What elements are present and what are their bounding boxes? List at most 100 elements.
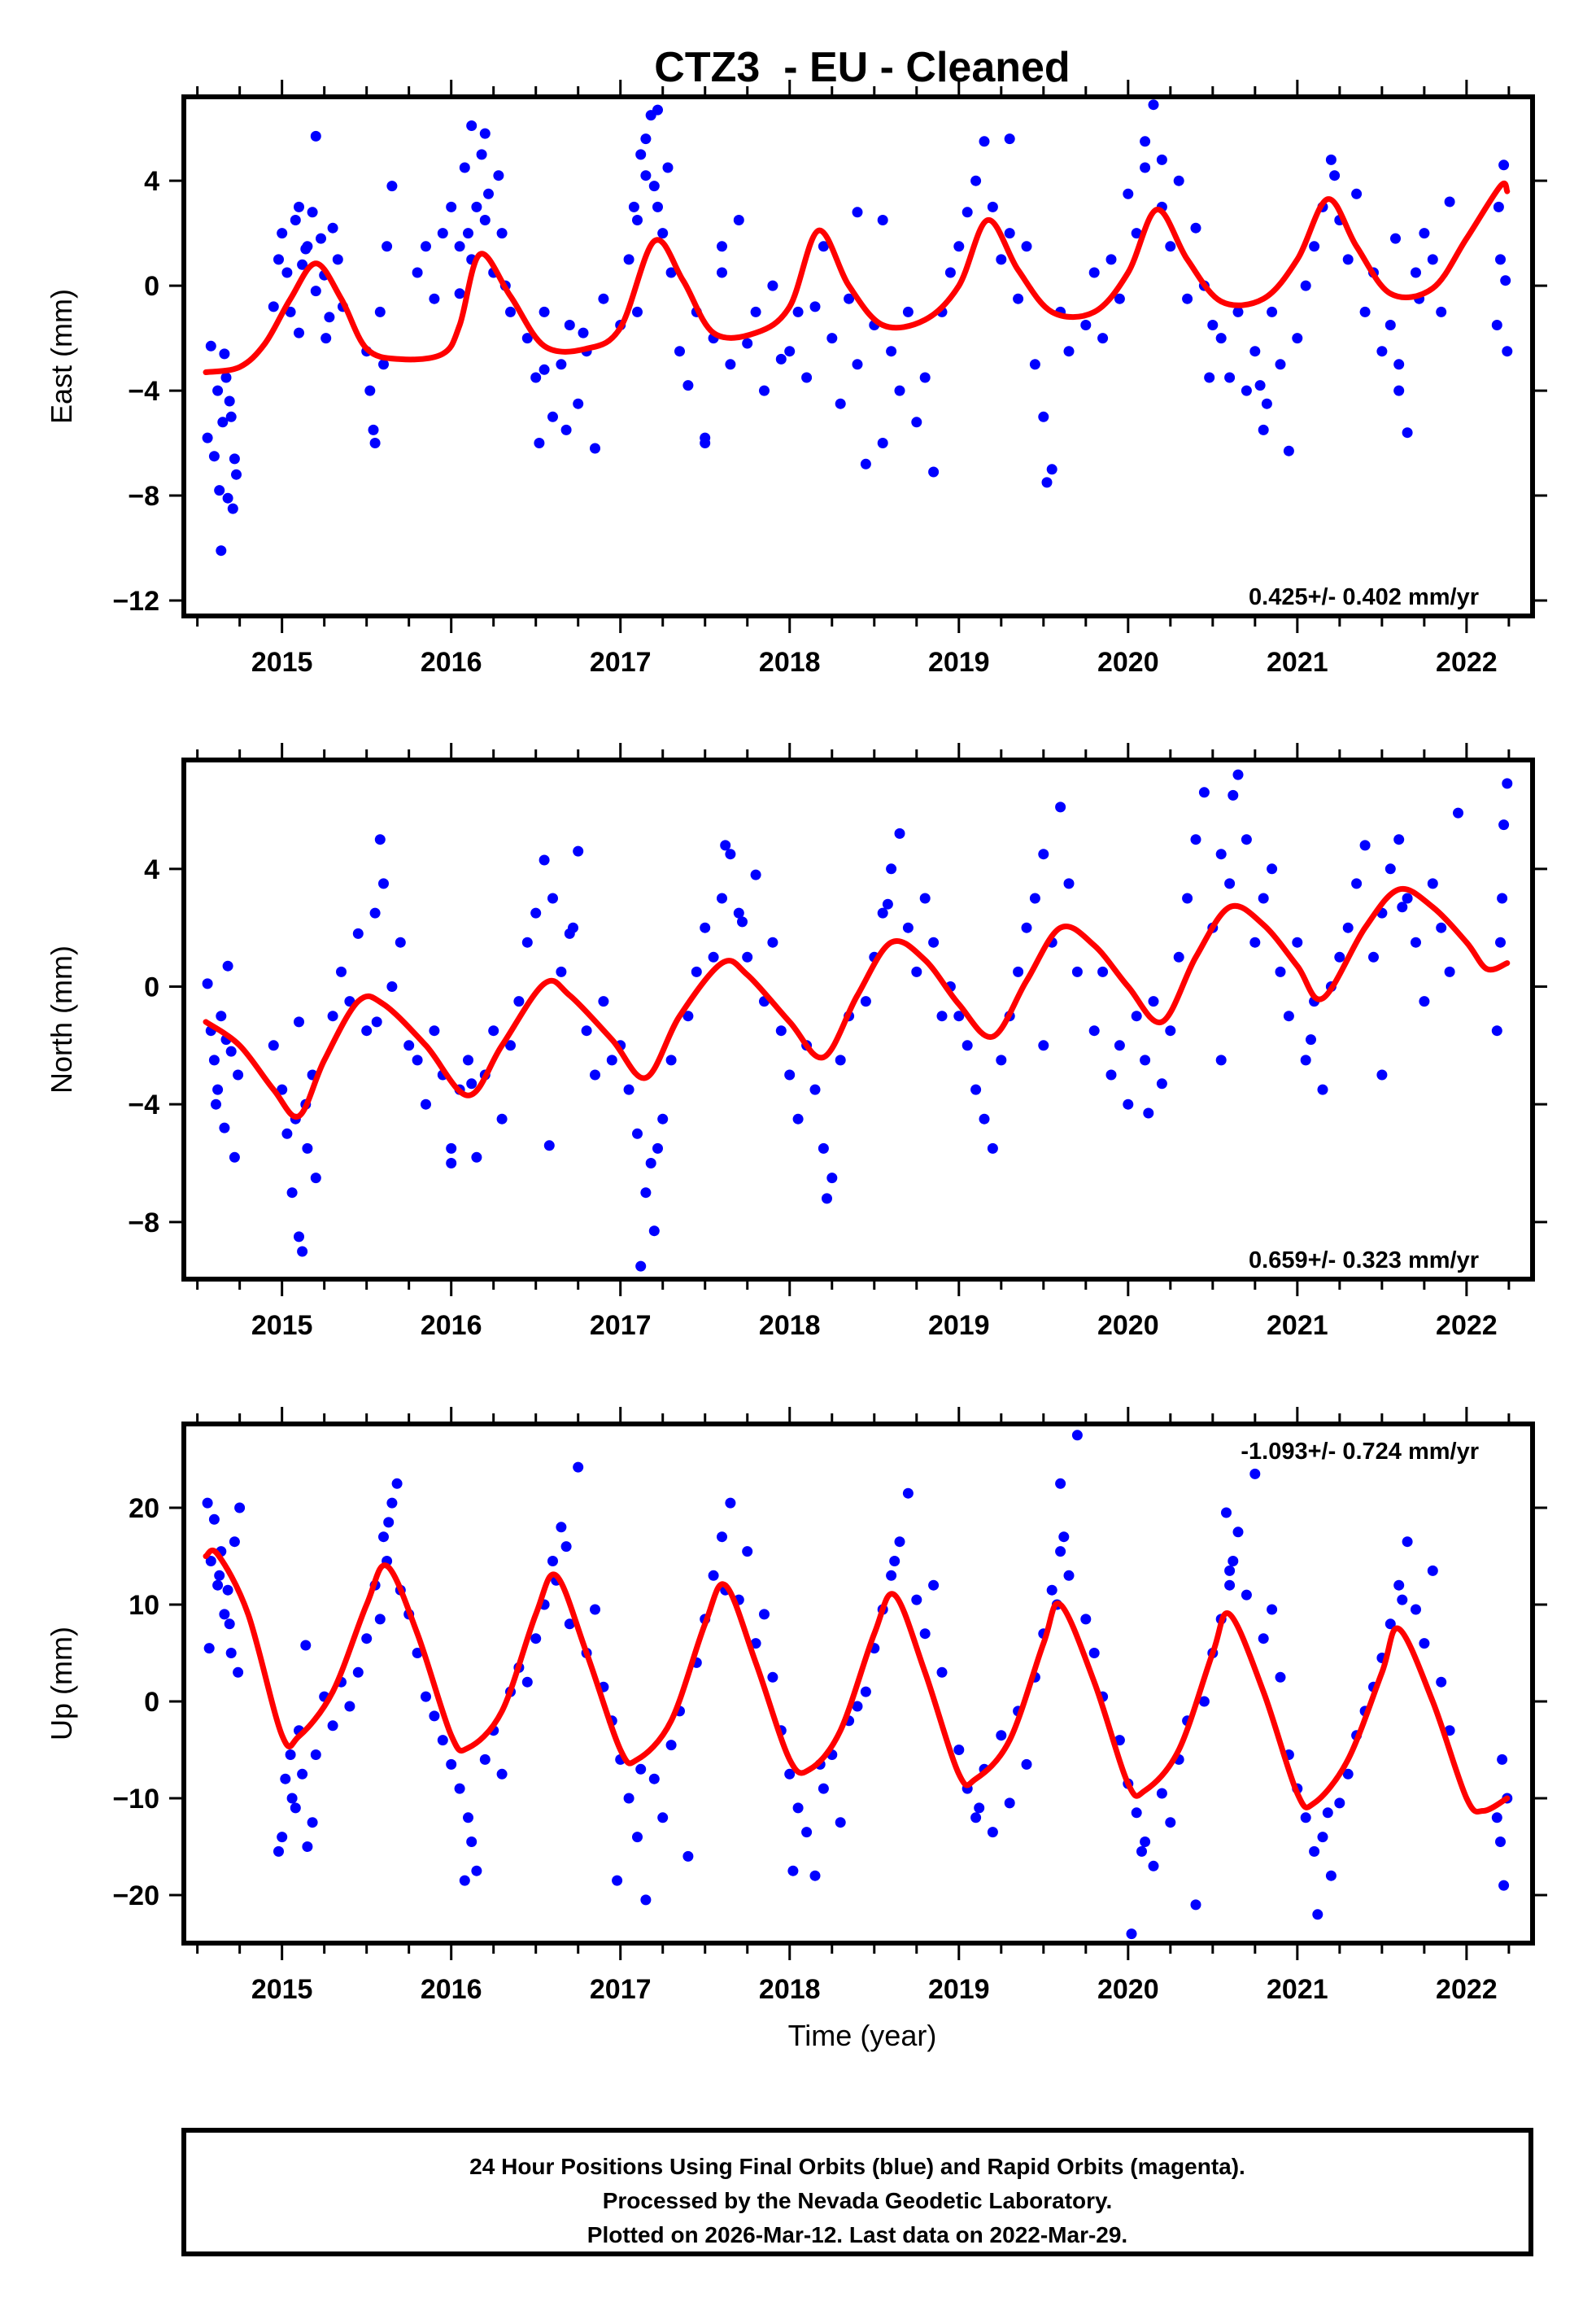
data-point [886, 346, 897, 357]
data-point [578, 327, 589, 338]
data-point [225, 1046, 237, 1057]
data-point [787, 1865, 799, 1876]
data-point [530, 907, 542, 919]
data-point [1376, 1069, 1388, 1081]
data-point [505, 306, 516, 317]
east-panel: East (mm) 4 0 −4 −8 −12 2015 2016 2017 2018 2019 2… [45, 80, 1547, 678]
data-point [214, 485, 225, 496]
data-point [665, 267, 677, 278]
data-point [1419, 996, 1430, 1007]
data-point [919, 1628, 931, 1640]
data-point [1173, 175, 1184, 186]
data-point [429, 1710, 440, 1722]
data-point [220, 372, 232, 383]
data-point [573, 1461, 584, 1473]
data-point [463, 1812, 473, 1823]
data-point [953, 241, 965, 252]
data-point [371, 1016, 382, 1028]
data-point [412, 1648, 423, 1658]
data-point [364, 385, 376, 396]
data-point [421, 1098, 431, 1110]
data-point [632, 215, 643, 225]
data-point [297, 259, 308, 270]
data-point [612, 1875, 623, 1886]
data-point [1131, 1011, 1142, 1022]
data-point [466, 120, 477, 131]
data-point [648, 1225, 660, 1237]
data-point [446, 1758, 457, 1770]
y-tick-label: −10 [112, 1784, 159, 1815]
data-point [742, 951, 753, 963]
data-point [792, 1802, 804, 1814]
data-point [1215, 849, 1227, 860]
data-point [1055, 1546, 1066, 1557]
up-rate-label: -1.093+/- 0.724 mm/yr [1241, 1439, 1479, 1465]
x-tick-label: 2017 [590, 1310, 652, 1341]
data-point [886, 863, 897, 875]
data-point [229, 1536, 240, 1548]
data-point [530, 372, 542, 383]
data-point [352, 928, 364, 939]
data-point [1453, 807, 1463, 819]
data-point [382, 241, 393, 252]
data-point [1444, 966, 1455, 977]
data-point [733, 215, 744, 225]
data-point [894, 1536, 905, 1548]
data-point [1427, 254, 1438, 265]
data-point [227, 503, 238, 514]
data-point [953, 1011, 965, 1022]
data-point [1198, 1696, 1210, 1707]
data-point [1390, 233, 1401, 244]
data-point [1393, 359, 1405, 370]
data-point [521, 333, 533, 344]
data-point [1063, 878, 1075, 889]
data-point [1491, 320, 1502, 330]
data-point [809, 301, 821, 312]
data-point [294, 201, 304, 212]
data-point [1498, 819, 1510, 831]
data-point [767, 1671, 778, 1683]
data-point [556, 1522, 567, 1533]
data-point [1444, 1725, 1455, 1736]
data-point [1495, 937, 1506, 948]
data-point [219, 1609, 230, 1620]
data-point [674, 346, 685, 357]
data-point [1224, 878, 1236, 889]
data-point [344, 1701, 355, 1712]
data-point [1334, 951, 1345, 963]
data-point [1156, 1078, 1167, 1090]
data-point [463, 1055, 473, 1066]
data-point [219, 1122, 230, 1133]
data-point [459, 1875, 470, 1886]
data-point [1046, 1584, 1057, 1596]
y-tick-label: 0 [144, 271, 159, 302]
data-point [1495, 1837, 1506, 1847]
data-point [285, 306, 296, 317]
data-point [1393, 385, 1405, 396]
data-point [1088, 267, 1100, 278]
data-point [1491, 1812, 1502, 1823]
footer-frame [181, 2128, 1533, 2256]
data-point [635, 1763, 647, 1775]
data-point [1156, 1788, 1167, 1799]
data-point [598, 996, 609, 1007]
data-point [391, 1478, 403, 1489]
data-point [987, 1142, 998, 1154]
data-point [657, 1113, 669, 1125]
data-point [1436, 922, 1447, 933]
data-point [1173, 951, 1184, 963]
data-point [277, 1832, 288, 1843]
data-point [466, 1837, 477, 1847]
x-tick-label: 2022 [1436, 647, 1498, 678]
y-tick-label: 0 [144, 1687, 159, 1718]
data-point [822, 1193, 832, 1204]
x-tick-label: 2015 [251, 1310, 313, 1341]
data-point [368, 424, 379, 435]
x-tick-label: 2017 [590, 647, 652, 678]
data-point [496, 1768, 508, 1780]
data-point [902, 922, 914, 933]
data-point [877, 438, 888, 448]
data-point [919, 372, 931, 383]
data-point [446, 1158, 457, 1168]
data-point [446, 1142, 457, 1154]
